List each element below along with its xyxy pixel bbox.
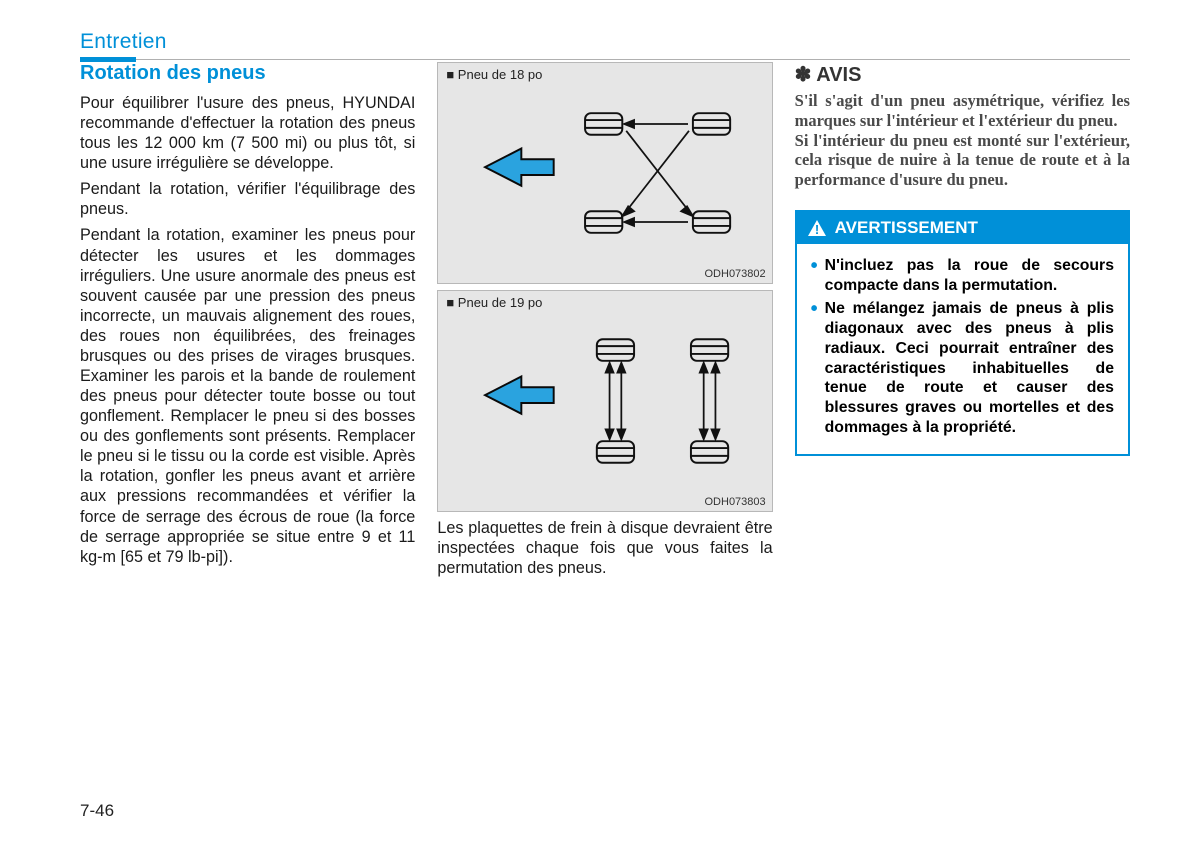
diagram-code: ODH073802 — [705, 268, 766, 280]
warning-item: Ne mélangez jamais de pneus à plis diago… — [811, 299, 1114, 437]
column-middle: ■ Pneu de 18 po — [437, 62, 772, 584]
paragraph: Pour équilibrer l'usure des pneus, HYUND… — [80, 93, 415, 173]
warning-triangle-icon: ! — [807, 219, 827, 237]
warning-body: N'incluez pas la roue de secours compact… — [797, 244, 1128, 454]
diagram-svg — [438, 63, 771, 283]
warning-box: ! AVERTISSEMENT N'incluez pas la roue de… — [795, 210, 1130, 456]
direction-arrow-icon — [485, 148, 554, 185]
header-rule-line — [136, 59, 1130, 60]
notice-title-text: AVIS — [816, 64, 861, 86]
tire-rotation-diagram-18in: ■ Pneu de 18 po — [437, 62, 772, 284]
paragraph: Pendant la rotation, examiner les pneus … — [80, 225, 415, 566]
section-title: Entretien — [80, 30, 1130, 54]
page-number: 7-46 — [80, 801, 114, 821]
tire-rotation-diagram-19in: ■ Pneu de 19 po — [437, 290, 772, 512]
column-left: Rotation des pneus Pour équilibrer l'usu… — [80, 62, 415, 584]
svg-text:!: ! — [814, 222, 818, 237]
diagram-svg — [438, 291, 771, 511]
manual-page: Entretien Rotation des pneus Pour équili… — [0, 0, 1200, 845]
warning-header: ! AVERTISSEMENT — [797, 212, 1128, 244]
column-right: ✽ AVIS S'il s'agit d'un pneu asymétrique… — [795, 62, 1130, 584]
content-columns: Rotation des pneus Pour équilibrer l'usu… — [80, 62, 1130, 584]
warning-title: AVERTISSEMENT — [835, 218, 978, 238]
paragraph: Pendant la rotation, vérifier l'équilibr… — [80, 179, 415, 219]
warning-list: N'incluez pas la roue de secours compact… — [811, 256, 1114, 438]
notice-star-icon: ✽ — [795, 64, 812, 86]
notice-paragraph: S'il s'agit d'un pneu asymétrique, vérif… — [795, 91, 1130, 131]
notice-title: ✽ AVIS — [795, 62, 1130, 87]
direction-arrow-icon — [485, 376, 554, 413]
warning-item: N'incluez pas la roue de secours compact… — [811, 256, 1114, 295]
diagram-caption: Les plaquettes de frein à disque devraie… — [437, 518, 772, 578]
notice-paragraph: Si l'intérieur du pneu est monté sur l'e… — [795, 131, 1130, 190]
topic-title: Rotation des pneus — [80, 62, 415, 85]
notice-body: S'il s'agit d'un pneu asymétrique, vérif… — [795, 91, 1130, 190]
page-header: Entretien — [80, 30, 1130, 62]
diagram-code: ODH073803 — [705, 496, 766, 508]
